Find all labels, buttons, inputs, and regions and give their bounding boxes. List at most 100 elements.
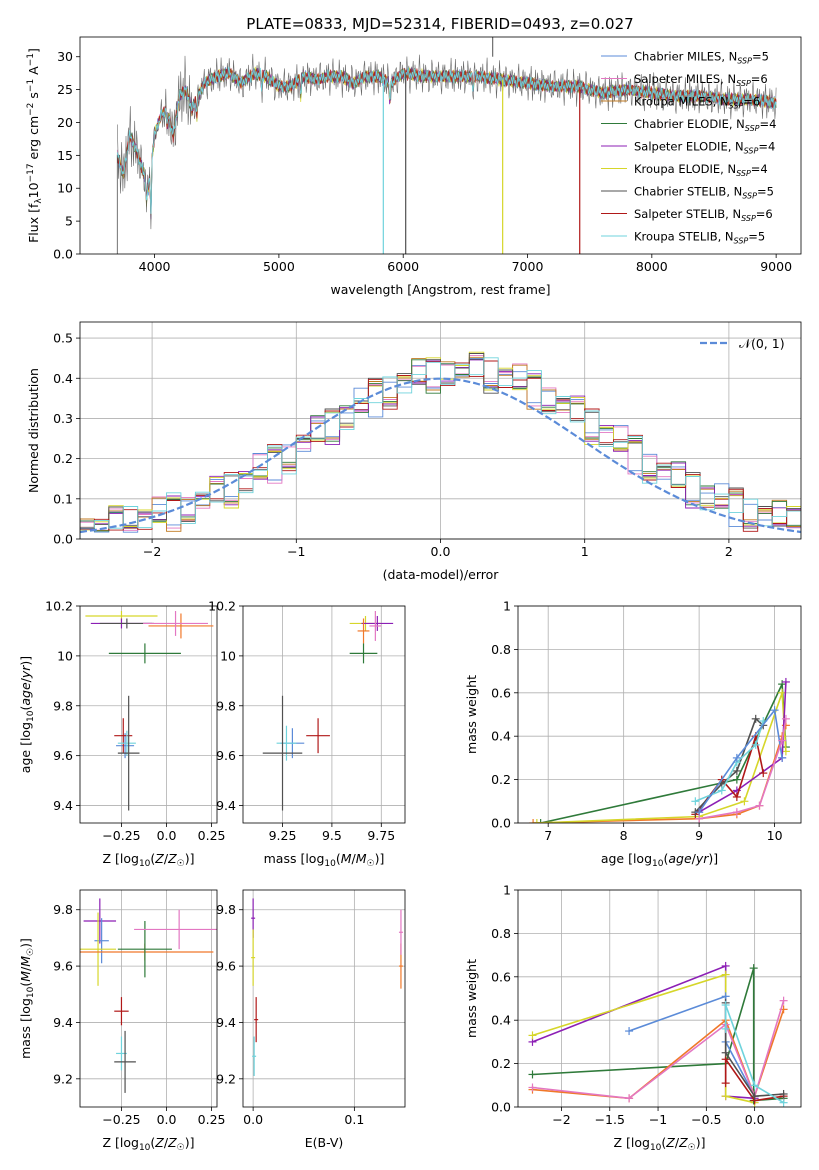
x-tick-label: 7 — [544, 828, 552, 843]
weight-series — [695, 706, 787, 817]
weight-marker — [778, 736, 787, 745]
spectrum-line — [116, 66, 777, 214]
weight-line — [698, 681, 787, 813]
legend-item: Chabrier ELODIE, NSSP=4 — [601, 117, 776, 133]
y-tick-label: 0.0 — [491, 1100, 511, 1115]
x-axis-label: (data-model)/error — [383, 567, 500, 582]
x-axis-label: Z [log10(Z/Z☉)] — [102, 851, 194, 869]
axes: 4000 5000 6000 7000 8000 9000 0.0 5 10 15 20 25 30 wa… — [26, 36, 802, 297]
plot-area — [529, 677, 790, 823]
legend-label: Kroupa STELIB, NSSP=5 — [634, 230, 765, 246]
x-tick-label: −0.25 — [102, 1112, 140, 1127]
weight-marker — [751, 714, 760, 723]
x-tick-label: 0.0 — [157, 1112, 177, 1127]
y-tick-label: 1 — [503, 883, 511, 898]
age-vs-metallicity-panel: −0.25 0.0 0.25 9.4 9.6 9.8 10 10.2 Z [log10(Z/Z☉… — [18, 599, 226, 870]
y-tick-label: 0.4 — [491, 1013, 511, 1028]
weight-marker — [528, 1083, 537, 1092]
weight-line — [532, 973, 755, 1104]
weight-marker — [528, 1031, 537, 1040]
y-tick-label: 0.2 — [491, 772, 511, 787]
errorbar-point — [117, 730, 136, 756]
y-tick-label: 9.6 — [53, 748, 73, 763]
y-tick-label: 10 — [220, 648, 236, 663]
x-tick-label: 9000 — [760, 259, 792, 274]
errorbar-point — [114, 718, 133, 754]
weight-marker — [781, 677, 790, 686]
y-tick-label: 0.6 — [491, 969, 511, 984]
plot-area — [80, 351, 801, 539]
x-tick-label: −0.25 — [102, 828, 140, 843]
mass-weight-vs-metallicity-panel: −2 −1.5 −1 −0.5 0.0 0.0 0.2 0.4 0.6 0.8 1 Z [log10(… — [464, 883, 802, 1153]
weight-marker — [750, 1081, 759, 1090]
errorbar-point — [252, 1036, 257, 1076]
y-tick-label: 0.8 — [491, 642, 511, 657]
weight-marker — [625, 1094, 634, 1103]
y-tick-label: 9.8 — [216, 902, 236, 917]
y-axis-label: mass [log10(M/M☉)] — [18, 938, 36, 1059]
plot-area — [80, 898, 217, 1093]
weight-marker — [778, 753, 787, 762]
weight-line — [724, 1004, 785, 1104]
x-tick-label: 0.25 — [198, 1112, 226, 1127]
errorbar-point — [254, 997, 259, 1043]
axes: 7 8 9 10 0.0 0.2 0.4 0.6 0.8 1 age [log10(age/yr)]… — [464, 599, 802, 869]
weight-marker — [779, 996, 788, 1005]
weight-series — [721, 1001, 788, 1107]
weight-marker — [721, 970, 730, 979]
plot-area — [116, 37, 777, 254]
errorbar-point — [262, 695, 303, 811]
legend-label: Kroupa MILES, NSSP=6 — [634, 95, 760, 111]
x-tick-label: −2 — [552, 1112, 570, 1127]
weight-series — [536, 680, 790, 823]
weight-marker — [732, 775, 741, 784]
y-tick-label: 0.2 — [491, 1056, 511, 1071]
axes: −0.25 0.0 0.25 9.4 9.6 9.8 10 10.2 Z [log10(Z/Z☉… — [18, 599, 226, 870]
weight-marker — [528, 1070, 537, 1079]
y-tick-label: 0.0 — [53, 532, 73, 547]
x-tick-label: 0.0 — [431, 544, 451, 559]
x-tick-label: 0.0 — [243, 1112, 263, 1127]
errorbar-point — [349, 643, 378, 664]
axes: −0.25 0.0 0.25 9.2 9.4 9.6 9.8 Z [log10(Z/Z☉)] m… — [18, 889, 226, 1153]
legend-item: Chabrier STELIB, NSSP=5 — [601, 185, 774, 201]
weight-marker — [717, 786, 726, 795]
weight-marker — [529, 819, 538, 823]
errorbar-point — [143, 610, 208, 636]
errorbar-point — [114, 1030, 136, 1093]
x-tick-label: 9.25 — [269, 828, 297, 843]
x-tick-label: −1 — [649, 1112, 667, 1127]
legend-label: Salpeter ELODIE, NSSP=4 — [634, 140, 775, 156]
y-axis-label: Flux [fλ10−17 erg cm−2 s−1 A−1] — [26, 48, 44, 243]
errorbar-point — [148, 613, 214, 639]
grid — [518, 605, 801, 824]
y-tick-label: 0.5 — [53, 331, 73, 346]
grid — [80, 890, 217, 1107]
x-tick-label: 10 — [767, 828, 783, 843]
weight-marker — [721, 1001, 730, 1010]
errorbar-point — [369, 610, 382, 641]
x-tick-label: 0.0 — [745, 1112, 765, 1127]
x-axis-label: mass [log10(M/M☉)] — [264, 851, 385, 869]
errorbar-point — [361, 615, 394, 631]
axes-frame — [242, 605, 406, 824]
errorbar-point — [83, 898, 117, 944]
x-tick-label: 9.75 — [367, 828, 395, 843]
y-tick-label: 9.4 — [53, 1015, 73, 1030]
weight-marker — [749, 964, 758, 973]
axes-frame — [517, 605, 802, 824]
mass-weight-vs-age-panel: 7 8 9 10 0.0 0.2 0.4 0.6 0.8 1 age [log10(age/yr)]… — [464, 599, 802, 869]
weight-marker — [721, 1048, 730, 1057]
legend-label: Kroupa ELODIE, NSSP=4 — [634, 162, 768, 178]
y-tick-label: 0.4 — [53, 371, 73, 386]
x-tick-label: 4000 — [139, 259, 171, 274]
plot-area — [528, 961, 788, 1107]
weight-marker — [721, 1024, 730, 1033]
legend-label: Salpeter MILES, NSSP=6 — [634, 72, 768, 88]
x-tick-label: 0.1 — [344, 1112, 364, 1127]
errorbar-point — [117, 921, 172, 978]
x-tick-label: 9.5 — [322, 828, 342, 843]
y-tick-label: 9.4 — [216, 1015, 236, 1030]
weight-marker — [532, 819, 541, 823]
weight-series — [695, 714, 790, 823]
